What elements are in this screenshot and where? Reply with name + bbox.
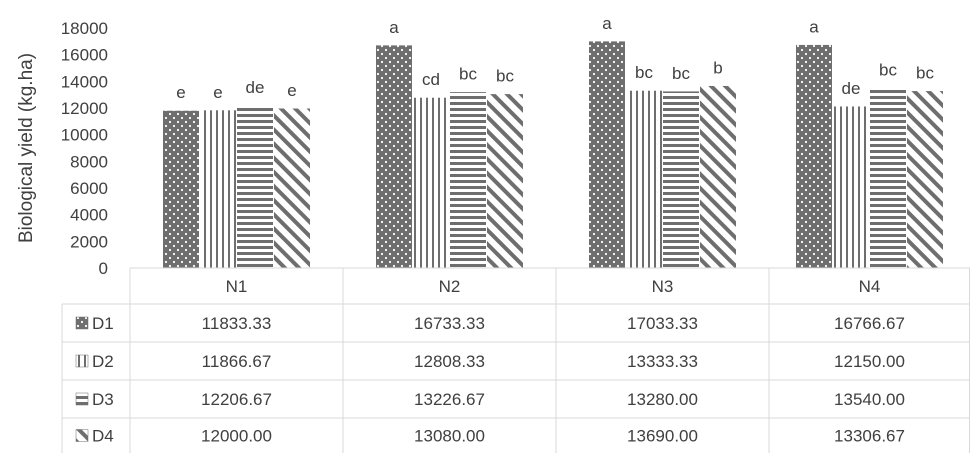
y-tick-label: 10000 bbox=[61, 126, 108, 145]
category-label-n4: N4 bbox=[859, 277, 881, 296]
significance-letter: a bbox=[602, 14, 612, 33]
significance-letter: e bbox=[287, 81, 296, 100]
bar-d1-n2 bbox=[375, 44, 413, 269]
series-label-d1: D1 bbox=[92, 314, 114, 333]
y-tick-label: 2000 bbox=[70, 232, 108, 251]
bar-d3-n4 bbox=[869, 86, 907, 269]
significance-letter: bc bbox=[635, 63, 653, 82]
bar-d2-n2 bbox=[412, 96, 450, 269]
table-cell: 12206.67 bbox=[201, 390, 272, 409]
y-tick-label: 18000 bbox=[61, 19, 108, 38]
significance-letter: e bbox=[213, 83, 222, 102]
data-table: N1 N2 N3 N4 D1 11833.33 16733.33 17033.33 16766.… bbox=[75, 277, 905, 446]
significance-letter: de bbox=[842, 79, 861, 98]
significance-letter: bc bbox=[459, 65, 477, 84]
significance-letter: a bbox=[389, 18, 399, 37]
legend-key-d1 bbox=[75, 316, 89, 330]
bar-d1-n4 bbox=[795, 43, 833, 269]
table-cell: 12808.33 bbox=[414, 352, 485, 371]
y-tick-label: 12000 bbox=[61, 99, 108, 118]
y-tick-label: 0 bbox=[99, 259, 108, 278]
bar-d3-n3 bbox=[662, 90, 700, 269]
table-cell: 16766.67 bbox=[834, 314, 905, 333]
category-label-n2: N2 bbox=[439, 277, 461, 296]
category-label-n3: N3 bbox=[652, 277, 674, 296]
significance-letter: bc bbox=[672, 64, 690, 83]
legend-key-d4 bbox=[75, 429, 89, 442]
legend-key-d3 bbox=[75, 392, 89, 406]
data-table-grid bbox=[61, 267, 970, 453]
table-cell: 11833.33 bbox=[202, 314, 272, 333]
bar-d4-n1 bbox=[273, 107, 311, 269]
table-cell: 13306.67 bbox=[834, 427, 905, 446]
bar-d2-n1 bbox=[199, 109, 237, 269]
table-cell: 13690.00 bbox=[627, 427, 698, 446]
table-cell: 13080.00 bbox=[414, 427, 485, 446]
table-cell: 13226.67 bbox=[414, 390, 485, 409]
category-label-n1: N1 bbox=[226, 277, 248, 296]
y-tick-label: 16000 bbox=[61, 46, 108, 65]
y-tick-label: 4000 bbox=[70, 206, 108, 225]
bar-d3-n1 bbox=[236, 104, 274, 269]
significance-letter: bc bbox=[879, 60, 897, 79]
series-label-d4: D4 bbox=[92, 427, 114, 446]
significance-letter: bc bbox=[916, 64, 934, 83]
significance-letter: cd bbox=[422, 70, 440, 89]
bar-d4-n2 bbox=[486, 93, 524, 269]
bar-d1-n1 bbox=[162, 109, 200, 269]
y-tick-label: 6000 bbox=[70, 179, 108, 198]
table-cell: 13333.33 bbox=[627, 352, 698, 371]
table-cell: 13280.00 bbox=[627, 390, 698, 409]
table-cell: 12150.00 bbox=[834, 352, 905, 371]
bars bbox=[162, 40, 944, 269]
y-axis-ticks: 0 2000 4000 6000 8000 10000 12000 14000 16000 180… bbox=[61, 19, 108, 278]
significance-letter: a bbox=[809, 17, 819, 36]
series-label-d2: D2 bbox=[92, 352, 114, 371]
bar-d4-n4 bbox=[906, 90, 944, 269]
significance-letter: e bbox=[176, 83, 185, 102]
bar-d1-n3 bbox=[588, 40, 626, 269]
y-axis-label: Biological yield (kg.ha) bbox=[16, 53, 37, 243]
significance-letter: de bbox=[246, 78, 265, 97]
legend-key-d2 bbox=[75, 354, 89, 368]
table-cell: 13540.00 bbox=[834, 390, 905, 409]
y-tick-label: 8000 bbox=[70, 152, 108, 171]
table-cell: 17033.33 bbox=[627, 314, 698, 333]
bar-d2-n4 bbox=[832, 105, 870, 269]
bar-d4-n3 bbox=[699, 84, 737, 269]
significance-letter: b bbox=[713, 58, 722, 77]
table-cell: 16733.33 bbox=[414, 314, 485, 333]
table-cell: 11866.67 bbox=[202, 352, 272, 371]
series-label-d3: D3 bbox=[92, 390, 114, 409]
bar-d3-n2 bbox=[449, 91, 487, 269]
y-tick-label: 14000 bbox=[61, 72, 108, 91]
table-cell: 12000.00 bbox=[201, 427, 272, 446]
significance-letter: bc bbox=[496, 67, 514, 86]
bar-d2-n3 bbox=[625, 89, 663, 269]
